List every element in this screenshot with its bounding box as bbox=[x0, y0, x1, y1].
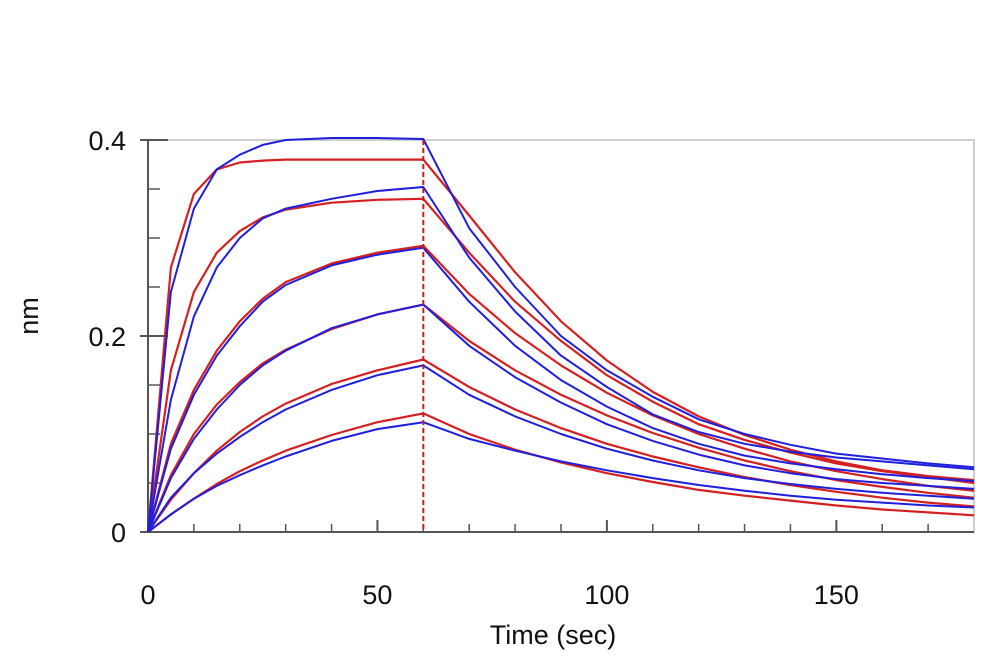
x-tick-label: 0 bbox=[140, 580, 155, 610]
measured-curve-6 bbox=[147, 421, 975, 533]
measured-curve-4 bbox=[147, 303, 975, 533]
y-tick-label: 0.4 bbox=[88, 126, 126, 156]
measured-curves bbox=[147, 137, 975, 533]
fit-curve-2 bbox=[146, 197, 975, 533]
x-tick-label: 50 bbox=[362, 580, 392, 610]
measured-curve-3 bbox=[147, 246, 975, 533]
tick-labels: 0 50 100 150 0 0.2 0.4 bbox=[88, 126, 858, 610]
measured-curve-1 bbox=[147, 137, 975, 533]
y-axis-title: nm bbox=[14, 297, 44, 335]
x-tick-label: 150 bbox=[814, 580, 859, 610]
measured-curve-5 bbox=[147, 364, 975, 533]
y-tick-label: 0.2 bbox=[88, 322, 126, 352]
fit-curve-6 bbox=[147, 412, 975, 533]
x-tick-label: 100 bbox=[584, 580, 629, 610]
x-axis-title: Time (sec) bbox=[490, 620, 617, 650]
measured-curve-2 bbox=[147, 186, 975, 533]
fit-curve-5 bbox=[147, 358, 975, 533]
y-tick-label: 0 bbox=[111, 518, 126, 548]
